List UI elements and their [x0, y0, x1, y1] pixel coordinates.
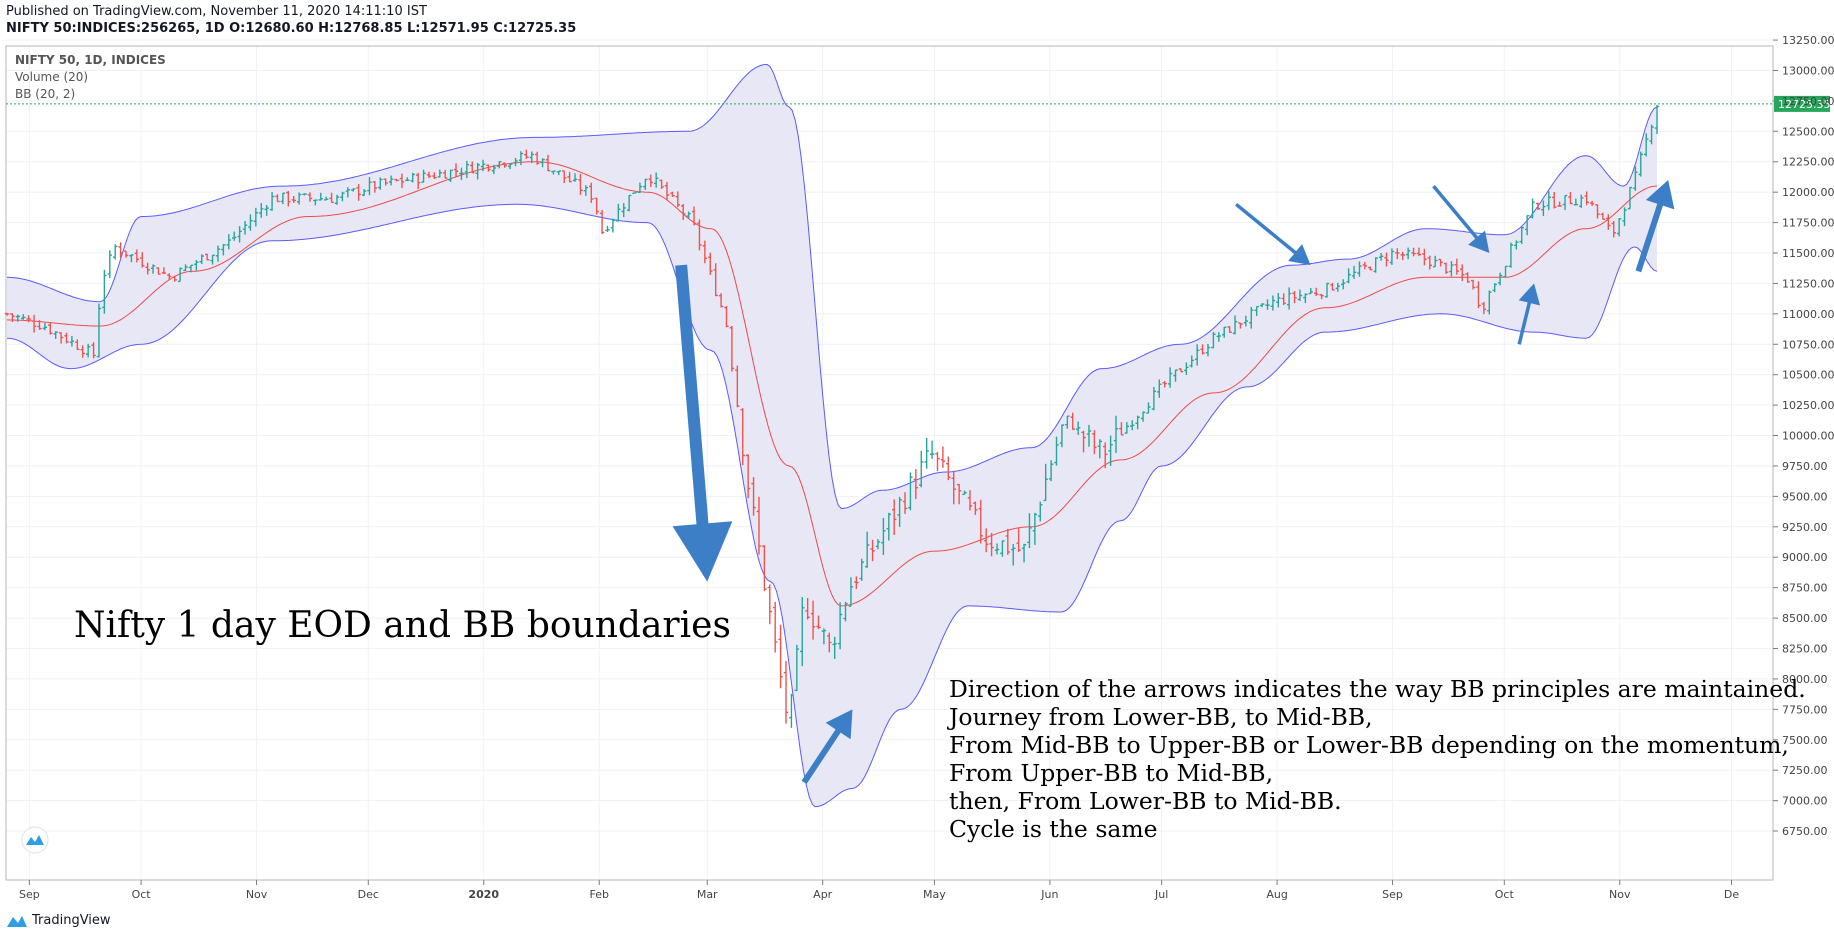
middle-band-line — [6, 161, 1658, 607]
arrow-thin — [1235, 202, 1311, 266]
arrow-thick — [672, 264, 733, 582]
y-tick-label: 11000.00 — [1782, 308, 1834, 321]
y-tick-label: 7750.00 — [1782, 703, 1828, 716]
bollinger-bands — [6, 63, 1658, 808]
x-tick-label: Mar — [697, 888, 718, 901]
y-tick-label: 12500.00 — [1782, 125, 1834, 138]
last-price-badge — [1774, 95, 1830, 112]
x-tick-label: Sep — [1382, 888, 1403, 901]
arrow-thin — [1432, 184, 1490, 254]
annotation-title: Nifty 1 day EOD and BB boundaries — [74, 605, 731, 646]
x-tick-label: De — [1724, 888, 1739, 901]
annotation-line-3: From Mid-BB to Upper-BB or Lower-BB depe… — [949, 731, 1789, 759]
x-tick-label: 2020 — [468, 888, 499, 901]
legend-symbol[interactable]: NIFTY 50, 1D, INDICES — [15, 53, 166, 67]
y-tick-label: 9750.00 — [1782, 460, 1828, 473]
legend: NIFTY 50, 1D, INDICES Volume (20) BB (20… — [15, 53, 166, 101]
last-price-label: 12725.35 — [1778, 98, 1831, 111]
x-tick-label: Aug — [1266, 888, 1287, 901]
y-tick-label: 10500.00 — [1782, 369, 1834, 382]
annotation-line-2: Journey from Lower-BB, to Mid-BB, — [947, 703, 1373, 731]
y-tick-label: 11750.00 — [1782, 217, 1834, 230]
y-tick-label: 13000.00 — [1782, 64, 1834, 77]
x-tick-label: Feb — [589, 888, 608, 901]
y-tick-label: 12000.00 — [1782, 186, 1834, 199]
x-tick-label: Sep — [19, 888, 40, 901]
annotation-line-4: From Upper-BB to Mid-BB, — [949, 759, 1273, 787]
x-tick-label: Jul — [1154, 888, 1168, 901]
y-tick-label: 9500.00 — [1782, 490, 1828, 503]
y-tick-label: 13250.00 — [1782, 34, 1834, 47]
candles — [4, 104, 1660, 728]
y-tick-label: 8750.00 — [1782, 582, 1828, 595]
y-tick-label: 8500.00 — [1782, 612, 1828, 625]
annotation-line-5: then, From Lower-BB to Mid-BB. — [949, 787, 1342, 815]
annotation-line-6: Cycle is the same — [949, 815, 1158, 843]
arrow-thin — [1517, 283, 1541, 345]
symbol-ohlc: NIFTY 50:INDICES:256265, 1D O:12680.60 H… — [6, 21, 577, 36]
brand-name: TradingView — [32, 913, 111, 928]
y-tick-label: 7000.00 — [1782, 795, 1828, 808]
annotation-arrows — [672, 179, 1675, 785]
y-tick-label: 11500.00 — [1782, 247, 1834, 260]
x-tick-label: Oct — [1495, 888, 1515, 901]
tradingview-logo-icon — [7, 915, 27, 927]
y-tick-label: 6750.00 — [1782, 825, 1828, 838]
lower-band-line — [6, 203, 1658, 808]
x-tick-label: Oct — [132, 888, 152, 901]
published-info: Published on TradingView.com, November 1… — [6, 4, 427, 19]
legend-volume[interactable]: Volume (20) — [15, 70, 88, 84]
band-fill — [7, 64, 1657, 807]
arrow-medium — [1635, 179, 1675, 273]
chart-frame — [5, 45, 1774, 881]
annotation-body: Direction of the arrows indicates the wa… — [947, 675, 1806, 843]
upper-band-line — [6, 63, 1658, 510]
y-tick-label: 12250.00 — [1782, 156, 1834, 169]
x-tick-label: Apr — [813, 888, 833, 901]
y-tick-label: 11250.00 — [1782, 277, 1834, 290]
y-tick-label: 10750.00 — [1782, 338, 1834, 351]
brand[interactable]: TradingView — [6, 913, 111, 928]
y-tick-label: 7500.00 — [1782, 734, 1828, 747]
legend-bb[interactable]: BB (20, 2) — [15, 87, 75, 101]
y-tick-label: 8250.00 — [1782, 642, 1828, 655]
arrow-medium — [801, 709, 853, 785]
x-tick-label: May — [923, 888, 946, 901]
last-price-line: 12725.35 — [6, 95, 1831, 112]
price-axis[interactable]: 6750.00 7000.00 7250.00 7500.00 7750.00 8000.… — [1773, 34, 1834, 838]
y-tick-label: 10250.00 — [1782, 399, 1834, 412]
y-tick-label: 12750.00 — [1782, 95, 1834, 108]
x-tick-label: Nov — [1609, 888, 1631, 901]
annotation-line-1: Direction of the arrows indicates the wa… — [949, 675, 1806, 703]
y-tick-label: 7250.00 — [1782, 764, 1828, 777]
y-tick-label: 8000.00 — [1782, 673, 1828, 686]
y-tick-label: 9250.00 — [1782, 521, 1828, 534]
x-tick-label: Dec — [358, 888, 379, 901]
time-axis[interactable]: Sep Oct Nov Dec 2020 Feb Mar Apr May Jun Jul Aug Sep… — [19, 880, 1739, 901]
tradingview-watermark-icon[interactable] — [21, 826, 49, 854]
x-tick-label: Jun — [1040, 888, 1058, 901]
y-tick-label: 10000.00 — [1782, 430, 1834, 443]
x-tick-label: Nov — [246, 888, 268, 901]
y-tick-label: 9000.00 — [1782, 551, 1828, 564]
